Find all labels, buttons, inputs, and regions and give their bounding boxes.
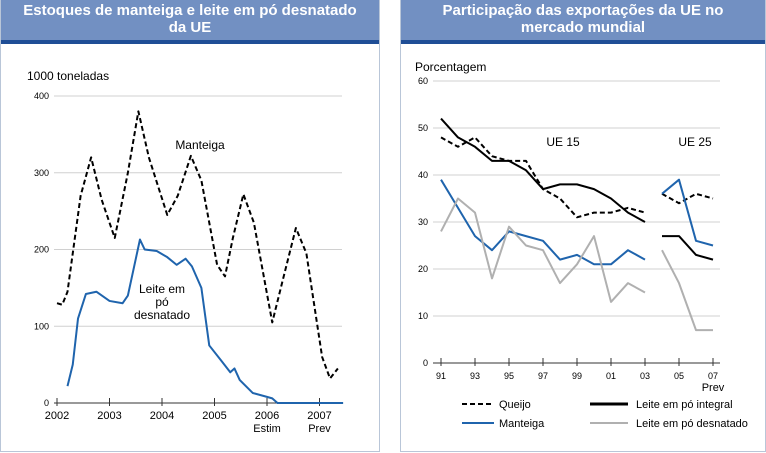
y-tick-label: 400 — [34, 91, 49, 101]
group-label-ue25: UE 25 — [678, 135, 712, 149]
x-tick-label: 03 — [640, 371, 650, 381]
y-tick-label: 10 — [418, 311, 428, 321]
x-tick-label: 2003 — [97, 410, 121, 422]
y-axis-label: 1000 toneladas — [27, 69, 109, 83]
x-tick-label: 93 — [470, 371, 480, 381]
x-tick-label: 2007 — [307, 410, 331, 422]
x-tick-sublabel: Estim — [253, 423, 281, 435]
x-tick-sublabel: Prev — [702, 382, 725, 394]
series-line-queijo-ue25 — [661, 192, 714, 205]
chart-title: Participação das exportações da UE no me… — [401, 0, 765, 44]
exports-chart-panel: Participação das exportações da UE no me… — [400, 0, 766, 452]
x-tick-label: 01 — [606, 371, 616, 381]
y-tick-label: 300 — [34, 168, 49, 178]
x-tick-sublabel: Prev — [308, 423, 331, 435]
y-tick-label: 0 — [44, 398, 49, 408]
y-tick-label: 60 — [418, 76, 428, 86]
series-line-leite-em-pó-integral-ue25 — [662, 235, 714, 261]
legend-label: Leite em pó desnatado — [636, 418, 748, 430]
x-tick-label: 91 — [436, 371, 446, 381]
x-tick-label: 2002 — [45, 410, 69, 422]
series-line-leite-em-pó-integral-ue15 — [440, 117, 646, 223]
legend-label: Leite em pó integral — [636, 399, 733, 411]
x-tick-label: 05 — [674, 371, 684, 381]
annotation-manteiga: Manteiga — [175, 138, 225, 152]
x-tick-label: 2004 — [150, 410, 174, 422]
y-tick-label: 20 — [418, 264, 428, 274]
annotation-leite: pó — [155, 295, 169, 309]
series-line-manteiga — [56, 110, 339, 380]
annotation-leite: Leite em — [139, 282, 185, 296]
x-tick-label: 97 — [538, 371, 548, 381]
series-line-leite-em-pó-desnatado — [66, 238, 344, 404]
series-line-manteiga-ue15 — [440, 179, 646, 266]
y-tick-label: 30 — [418, 217, 428, 227]
y-tick-label: 40 — [418, 170, 428, 180]
series-line-leite-em-pó-desnatado-ue15 — [440, 197, 646, 303]
legend-label: Manteiga — [499, 418, 545, 430]
series-line-leite-em-pó-desnatado-ue25 — [661, 249, 713, 332]
x-tick-label: 2006 — [255, 410, 279, 422]
group-label-ue15: UE 15 — [546, 135, 580, 149]
y-tick-label: 100 — [34, 321, 49, 331]
legend-label: Queijo — [499, 399, 531, 411]
x-tick-label: 95 — [504, 371, 514, 381]
series-line-queijo-ue15 — [440, 136, 646, 219]
y-tick-label: 50 — [418, 123, 428, 133]
chart-title-text: Estoques de manteiga e leite em pó desna… — [23, 2, 357, 36]
series-line-manteiga-ue25 — [661, 178, 714, 247]
y-axis-label: Porcentagem — [415, 60, 486, 74]
x-tick-label: 07 — [708, 371, 718, 381]
chart-title: Estoques de manteiga e leite em pó desna… — [1, 0, 379, 44]
x-tick-label: 99 — [572, 371, 582, 381]
stocks-chart-panel: Estoques de manteiga e leite em pó desna… — [0, 0, 380, 452]
y-tick-label: 200 — [34, 245, 49, 255]
x-tick-label: 2005 — [202, 410, 226, 422]
chart-title-text: Participação das exportações da UE no me… — [442, 2, 724, 36]
annotation-leite: desnatado — [134, 308, 190, 322]
y-tick-label: 0 — [423, 358, 428, 368]
